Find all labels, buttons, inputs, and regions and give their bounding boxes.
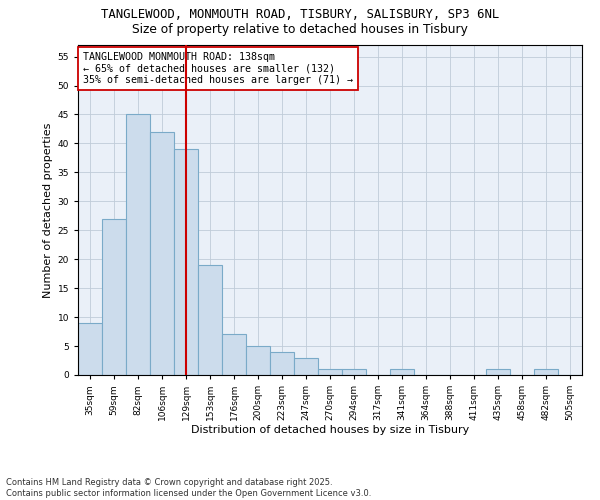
Bar — [222, 334, 246, 375]
Bar — [486, 369, 510, 375]
Text: TANGLEWOOD MONMOUTH ROAD: 138sqm
← 65% of detached houses are smaller (132)
35% : TANGLEWOOD MONMOUTH ROAD: 138sqm ← 65% o… — [83, 52, 353, 85]
Bar — [342, 369, 366, 375]
Text: Size of property relative to detached houses in Tisbury: Size of property relative to detached ho… — [132, 22, 468, 36]
Text: Contains HM Land Registry data © Crown copyright and database right 2025.
Contai: Contains HM Land Registry data © Crown c… — [6, 478, 371, 498]
Bar — [294, 358, 318, 375]
Bar — [102, 218, 126, 375]
X-axis label: Distribution of detached houses by size in Tisbury: Distribution of detached houses by size … — [191, 424, 469, 434]
Bar — [534, 369, 558, 375]
Y-axis label: Number of detached properties: Number of detached properties — [43, 122, 53, 298]
Bar — [198, 265, 222, 375]
Bar — [78, 323, 102, 375]
Bar — [390, 369, 414, 375]
Text: TANGLEWOOD, MONMOUTH ROAD, TISBURY, SALISBURY, SP3 6NL: TANGLEWOOD, MONMOUTH ROAD, TISBURY, SALI… — [101, 8, 499, 20]
Bar — [126, 114, 150, 375]
Bar — [150, 132, 174, 375]
Bar — [246, 346, 270, 375]
Bar — [270, 352, 294, 375]
Bar — [174, 149, 198, 375]
Bar — [318, 369, 342, 375]
